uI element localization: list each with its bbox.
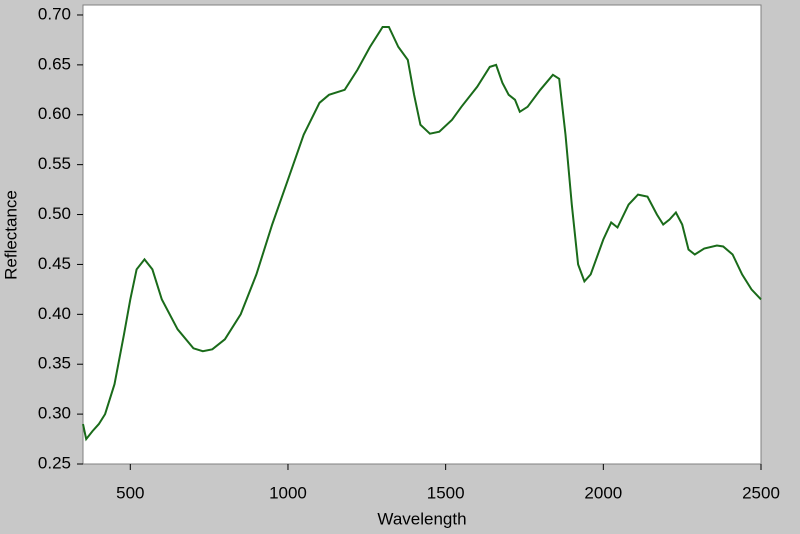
x-tick-label: 1000 <box>269 483 307 502</box>
x-tick-label: 500 <box>116 483 144 502</box>
y-tick-label: 0.30 <box>38 404 71 423</box>
spectrum-line <box>82 26 762 442</box>
y-tick-label: 0.35 <box>38 354 71 373</box>
y-tick-label: 0.65 <box>38 54 71 73</box>
y-tick-label: 0.60 <box>38 104 71 123</box>
plot-area <box>82 4 762 465</box>
y-axis-label: Reflectance <box>1 190 20 280</box>
y-tick-label: 0.50 <box>38 204 71 223</box>
x-tick-label: 2000 <box>584 483 622 502</box>
x-tick-label: 1500 <box>427 483 465 502</box>
x-tick-label: 2500 <box>742 483 780 502</box>
y-tick-label: 0.70 <box>38 4 71 23</box>
y-tick-label: 0.55 <box>38 154 71 173</box>
y-tick-label: 0.25 <box>38 453 71 472</box>
x-axis-label: Wavelength <box>377 509 466 528</box>
y-tick-label: 0.40 <box>38 304 71 323</box>
y-tick-label: 0.45 <box>38 254 71 273</box>
